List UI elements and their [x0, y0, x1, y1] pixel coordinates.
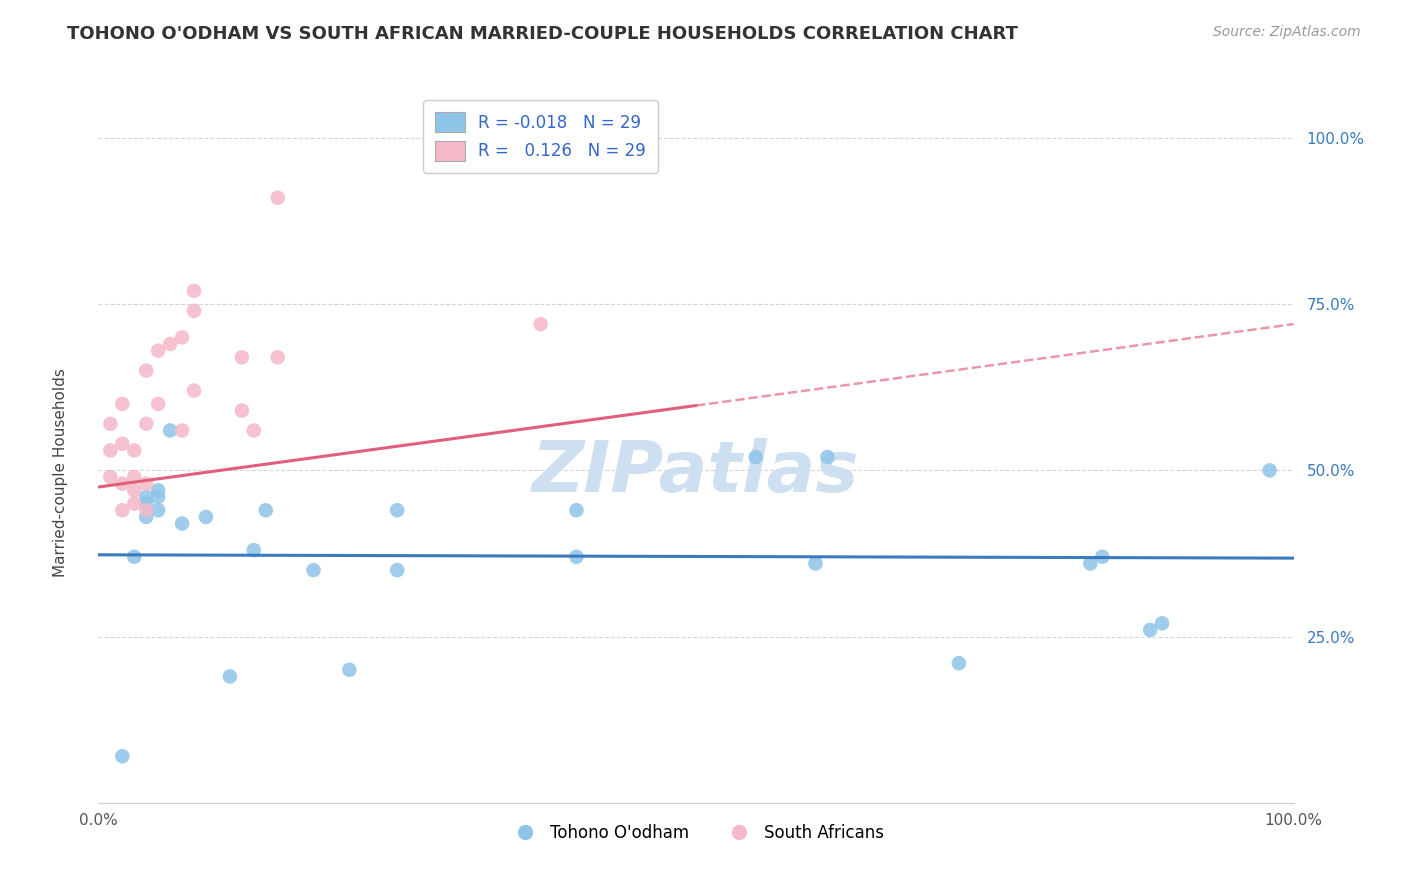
Point: [135, 497, 157, 511]
Point: [302, 563, 325, 577]
Point: [1258, 463, 1281, 477]
Point: [124, 483, 146, 498]
Point: [111, 749, 134, 764]
Point: [172, 330, 194, 344]
Point: [111, 437, 134, 451]
Text: TOHONO O'ODHAM VS SOUTH AFRICAN MARRIED-COUPLE HOUSEHOLDS CORRELATION CHART: TOHONO O'ODHAM VS SOUTH AFRICAN MARRIED-…: [67, 25, 1018, 43]
Point: [135, 509, 157, 524]
Point: [1080, 557, 1102, 571]
Point: [148, 483, 170, 498]
Point: [111, 503, 134, 517]
Point: [243, 424, 266, 438]
Point: [135, 417, 157, 431]
Point: [243, 543, 266, 558]
Point: [530, 317, 553, 331]
Point: [98, 417, 122, 431]
Point: [148, 490, 170, 504]
Point: [148, 397, 170, 411]
Point: [183, 284, 205, 298]
Point: [135, 364, 157, 378]
Point: [135, 490, 157, 504]
Point: [948, 656, 970, 670]
Point: [195, 509, 218, 524]
Point: [267, 351, 290, 365]
Point: [159, 424, 181, 438]
Point: [219, 669, 242, 683]
Point: [159, 337, 181, 351]
Point: [148, 343, 170, 358]
Point: [148, 503, 170, 517]
Point: [124, 443, 146, 458]
Text: Source: ZipAtlas.com: Source: ZipAtlas.com: [1213, 25, 1361, 39]
Point: [172, 424, 194, 438]
Point: [135, 476, 157, 491]
Point: [98, 470, 122, 484]
Point: [815, 450, 838, 464]
Point: [267, 191, 290, 205]
Point: [98, 443, 122, 458]
Text: Married-couple Households: Married-couple Households: [53, 368, 69, 577]
Point: [804, 557, 827, 571]
Point: [183, 303, 205, 318]
Point: [124, 549, 146, 564]
Point: [565, 549, 588, 564]
Point: [111, 397, 134, 411]
Text: ZIPatlas: ZIPatlas: [533, 438, 859, 507]
Point: [254, 503, 277, 517]
Point: [1091, 549, 1114, 564]
Point: [385, 503, 409, 517]
Point: [172, 516, 194, 531]
Point: [231, 403, 253, 417]
Point: [339, 663, 361, 677]
Point: [231, 351, 253, 365]
Point: [1139, 623, 1161, 637]
Point: [565, 503, 588, 517]
Point: [135, 503, 157, 517]
Point: [745, 450, 768, 464]
Point: [183, 384, 205, 398]
Point: [124, 497, 146, 511]
Point: [1152, 616, 1174, 631]
Point: [385, 563, 409, 577]
Point: [111, 476, 134, 491]
Point: [124, 470, 146, 484]
Legend: Tohono O'odham, South Africans: Tohono O'odham, South Africans: [502, 817, 890, 848]
